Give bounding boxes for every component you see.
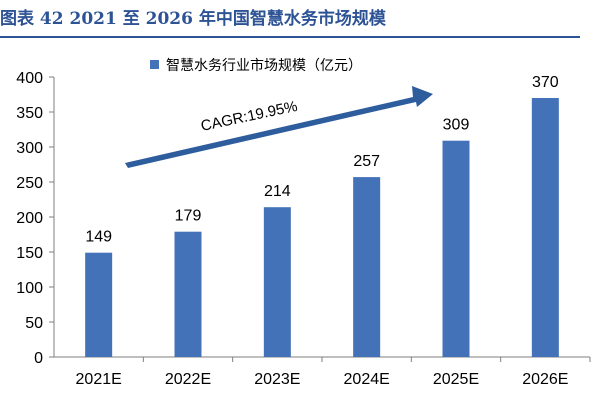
data-label: 309	[443, 117, 470, 134]
y-tick-label: 300	[16, 140, 43, 157]
bar	[531, 98, 559, 357]
y-tick-label: 350	[16, 105, 43, 122]
chart-bars	[85, 98, 559, 357]
chart-legend: 智慧水务行业市场规模（亿元）	[150, 57, 362, 74]
bar	[263, 207, 291, 357]
x-tick-label: 2024E	[344, 371, 390, 388]
data-label: 149	[85, 229, 112, 246]
y-tick-label: 150	[16, 245, 43, 262]
chart-axes: 0 50 100 150 200 250 300 350 400 2021E 2022E 2023E 2…	[16, 70, 591, 388]
bar	[442, 140, 470, 357]
bar	[174, 231, 202, 357]
y-tick-label: 50	[25, 315, 43, 332]
data-label: 214	[264, 183, 291, 200]
x-tick-label: 2023E	[254, 371, 300, 388]
cagr-annotation: CAGR:19.95%	[125, 86, 433, 168]
y-tick-label: 400	[16, 70, 43, 87]
y-tick-label: 250	[16, 175, 43, 192]
chart-data-labels: 149 179 214 257 309 370	[85, 74, 558, 246]
bar	[85, 252, 113, 357]
data-label: 370	[532, 74, 559, 91]
cagr-arrow	[125, 86, 433, 168]
title-rule	[0, 36, 580, 38]
x-tick-label: 2022E	[165, 371, 211, 388]
legend-swatch	[150, 60, 159, 69]
x-tick-label: 2026E	[522, 371, 568, 388]
x-tick-label: 2025E	[433, 371, 479, 388]
x-tick-label: 2021E	[76, 371, 122, 388]
bar	[353, 177, 381, 357]
y-tick-label: 0	[34, 350, 43, 367]
data-label: 257	[353, 153, 380, 170]
legend-label: 智慧水务行业市场规模（亿元）	[166, 57, 362, 74]
y-tick-label: 100	[16, 280, 43, 297]
data-label: 179	[175, 208, 202, 225]
figure-title: 图表 42 2021 至 2026 年中国智慧水务市场规模	[0, 9, 386, 29]
y-tick-label: 200	[16, 210, 43, 227]
